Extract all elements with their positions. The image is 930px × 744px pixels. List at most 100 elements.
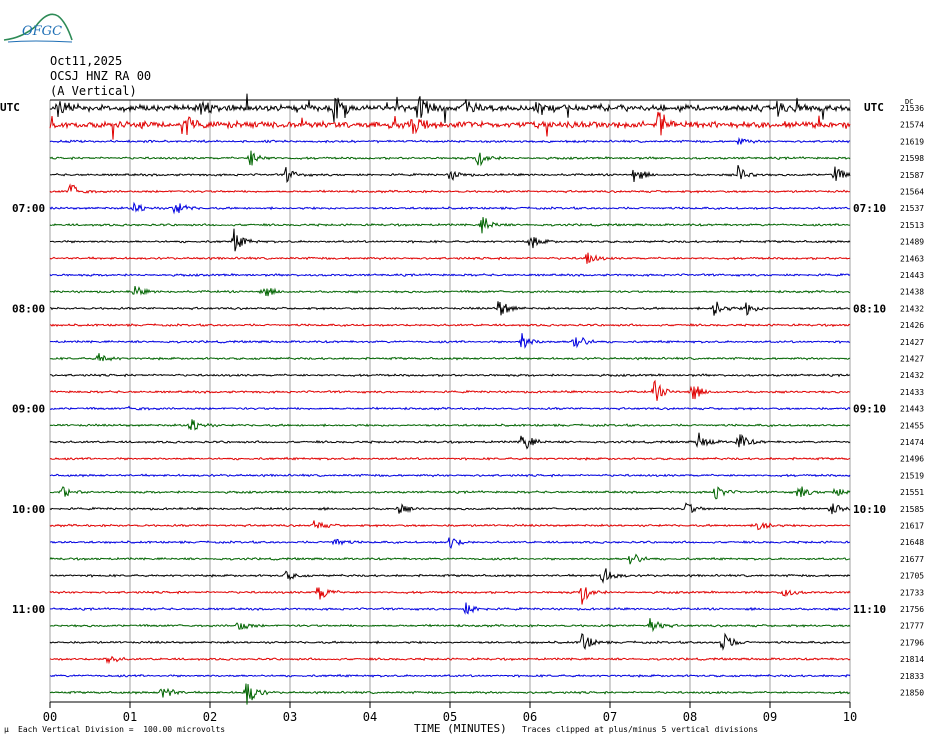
x-axis-title: TIME (MINUTES) [414,722,507,735]
x-tick-label: 05 [443,710,457,724]
seismic-trace [49,111,851,140]
scale-mark: μ [4,725,9,734]
dc-offset-label: 21796 [900,638,924,647]
seismic-trace [49,252,851,264]
clip-note: Traces clipped at plus/minus 5 vertical … [522,725,759,734]
dc-offset-label: 21756 [900,605,924,614]
dc-offset-label: 21587 [900,171,924,180]
right-time-label: 10:10 [853,503,886,516]
seismic-trace [50,301,851,316]
dc-offset-label: 21463 [900,254,924,263]
dc-offset-label: 21777 [900,622,924,631]
dc-offset-label: 21443 [900,271,924,280]
seismic-trace [49,217,851,234]
seismic-trace [49,201,850,215]
ofgc-logo [3,13,73,43]
left-time-label: 11:00 [12,603,45,616]
seismic-trace [49,419,851,431]
right-utc-label: UTC [864,101,884,114]
seismic-trace [50,228,851,252]
seismic-trace [50,537,850,549]
x-tick-label: 04 [363,710,377,724]
dc-offset-label: 21432 [900,304,924,313]
dc-offset-label: 21705 [900,572,924,581]
dc-offset-label: 21519 [900,471,924,480]
dc-offset-label: 21433 [900,388,924,397]
dc-offset-label: 21513 [900,221,924,230]
x-tick-label: 07 [603,710,617,724]
dc-offset-label: 21438 [900,288,924,297]
dc-offset-label: 21619 [900,137,924,146]
seismic-trace [49,272,851,278]
seismic-trace [49,150,851,167]
x-tick-label: 03 [283,710,297,724]
scale-note: Each Vertical Division = 100.00 microvol… [18,725,226,734]
x-tick-label: 10 [843,710,857,724]
right-time-label: 08:10 [853,302,886,315]
seismic-trace [49,373,851,378]
dc-offset-label: 21443 [900,405,924,414]
seismic-trace [49,673,851,678]
dc-offset-label: 21598 [900,154,924,163]
seismic-trace [50,486,851,500]
x-tick-label: 06 [523,710,537,724]
dc-offset-label: 21551 [900,488,924,497]
seismic-trace [49,432,851,450]
dc-offset-label: 21432 [900,371,924,380]
seismic-trace [49,520,851,531]
dc-offset-label: 21617 [900,522,924,531]
dc-offset-label: 21536 [900,104,924,113]
right-time-label: 11:10 [853,603,886,616]
dc-offset-label: 21455 [900,421,924,430]
dc-offset-label: 21574 [900,121,924,130]
dc-offset-label: 21733 [900,588,924,597]
dc-offset-label: 21585 [900,505,924,514]
dc-offset-label: 21427 [900,338,924,347]
date-label: Oct11,2025 [50,54,123,68]
left-time-label: 10:00 [12,503,45,516]
seismic-trace [49,587,851,605]
seismic-trace [49,502,851,515]
dc-offset-label: 21537 [900,204,924,213]
right-time-label: 07:10 [853,202,886,215]
seismic-trace [49,456,851,461]
dc-offset-label: 21426 [900,321,924,330]
seismic-trace [49,553,851,565]
seismic-trace [49,165,851,183]
left-time-label: 07:00 [12,202,45,215]
seismic-trace [49,323,851,328]
seismic-trace [49,136,851,145]
dc-offset-label: 21489 [900,238,924,247]
seismic-trace [49,618,851,633]
dc-offset-label: 21427 [900,355,924,364]
seismic-trace [49,183,851,194]
left-time-label: 09:00 [12,403,45,416]
traces [49,93,851,705]
dc-offset-label: 21850 [900,689,924,698]
seismic-trace [49,683,851,705]
seismic-trace [49,333,851,349]
seismic-trace [49,632,851,651]
dc-offset-label: 21496 [900,455,924,464]
dc-offset-label: 21677 [900,555,924,564]
seismic-trace [49,568,851,584]
right-time-label: 09:10 [853,403,886,416]
station-label: OCSJ HNZ RA 00 [50,69,152,83]
x-tick-label: 09 [763,710,777,724]
seismic-trace [49,473,851,478]
x-tick-label: 02 [203,710,217,724]
component-label: (A Vertical) [50,84,137,98]
grid-lines [49,99,851,703]
axis-labels: 00 01 02 03 04 05 06 07 08 09 10 21536 21574 21619 215… [0,98,924,724]
seismic-trace [49,379,851,401]
seismic-trace [49,285,851,297]
left-time-label: 08:00 [12,302,45,315]
x-tick-label: 00 [43,710,57,724]
seismic-trace [49,353,851,362]
dc-offset-label: 21564 [900,188,924,197]
seismic-trace [49,602,851,615]
seismic-trace [49,655,851,665]
dc-offset-label: 21814 [900,655,924,664]
logo-text: OFGC [22,24,63,39]
